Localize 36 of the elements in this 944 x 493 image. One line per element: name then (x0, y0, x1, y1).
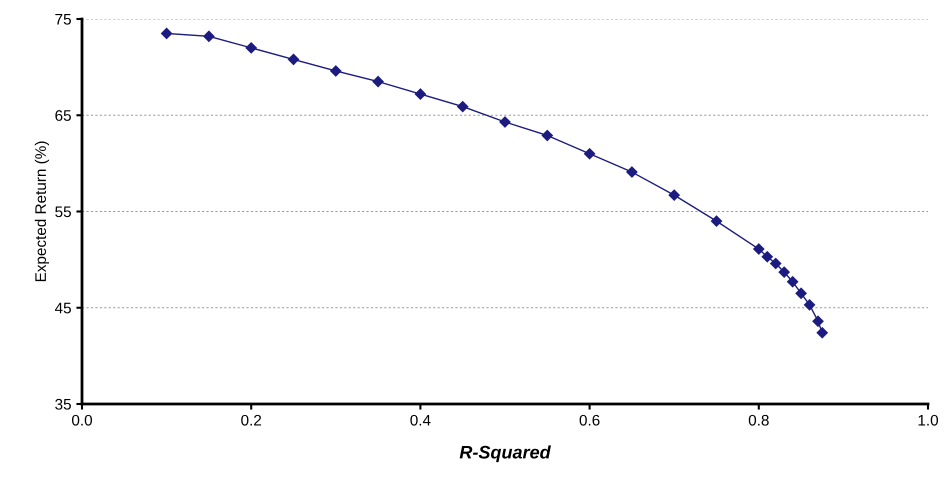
point (762, 251, 773, 262)
point (542, 130, 553, 142)
y-axis-title: Expected Return (%) (34, 142, 50, 282)
x-tick-label: 0.2 (241, 414, 262, 426)
point (753, 243, 764, 255)
point (710, 216, 722, 227)
x-tick-label: 0.0 (72, 414, 92, 426)
x-tick-label: 0.8 (748, 414, 769, 426)
point (770, 258, 782, 270)
point (584, 148, 596, 160)
x-tick-label: 1.0 (918, 414, 938, 426)
x-tick-label: 0.4 (410, 414, 431, 426)
point (499, 116, 511, 128)
y-tick-label: 35 (55, 398, 71, 410)
point (816, 327, 828, 338)
y-tick-label: 55 (55, 206, 71, 218)
point (778, 266, 790, 278)
point (160, 28, 172, 40)
point (330, 65, 342, 77)
point (457, 100, 468, 112)
point (246, 42, 257, 54)
y-tick-label: 45 (54, 302, 71, 314)
x-axis-title: R-Squared (460, 445, 551, 462)
point (414, 88, 426, 100)
x-tick-label: 0.6 (580, 414, 600, 426)
point (203, 30, 215, 42)
y-tick-label: 75 (55, 14, 71, 25)
point (372, 76, 384, 88)
point (795, 288, 807, 299)
point (668, 190, 680, 201)
point (626, 166, 638, 178)
point (288, 54, 300, 66)
point (787, 276, 798, 288)
point (812, 316, 824, 327)
point (804, 299, 816, 310)
y-tick-label: 65 (55, 110, 71, 121)
